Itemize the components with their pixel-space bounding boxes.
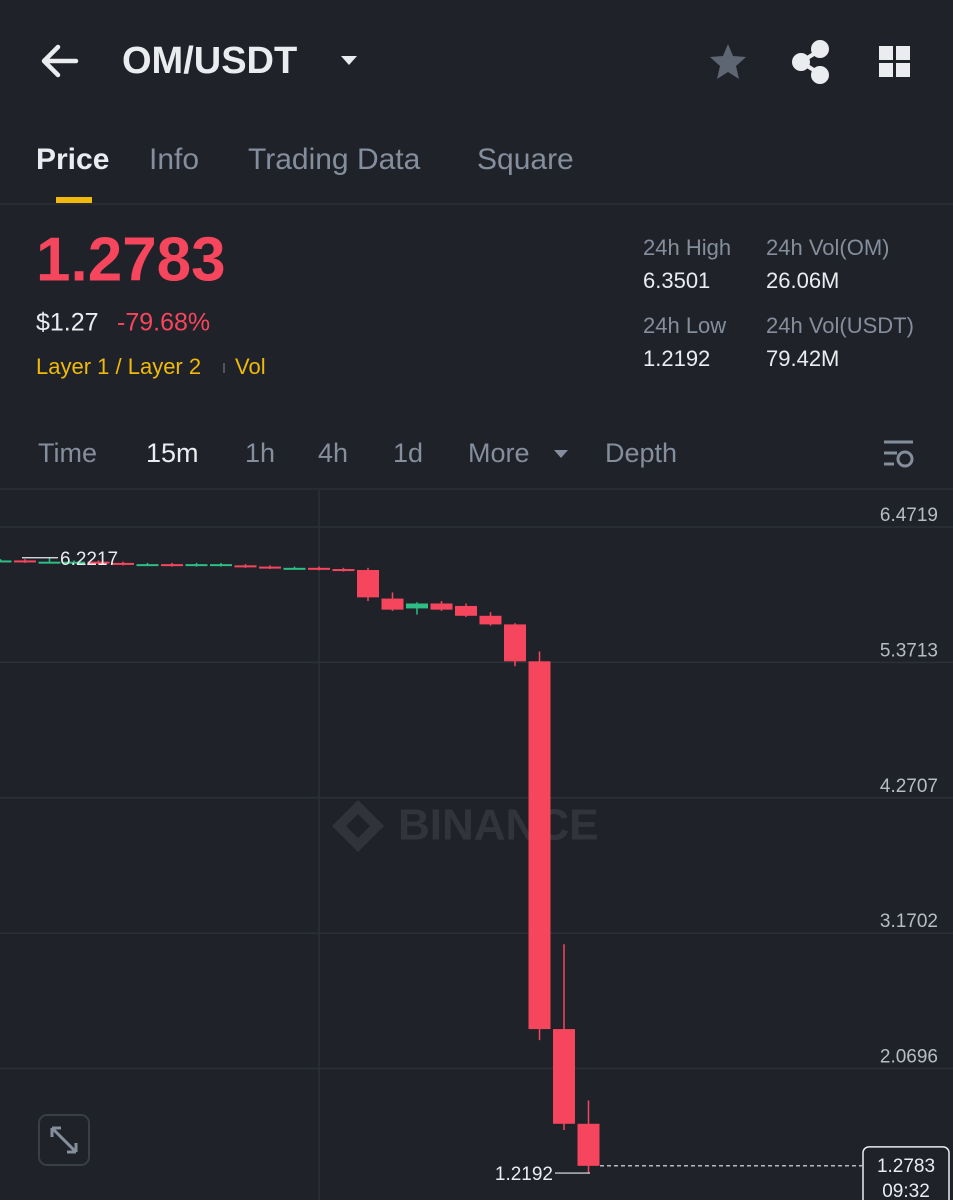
- more-dropdown[interactable]: [554, 450, 568, 458]
- fullscreen-button[interactable]: [38, 1114, 90, 1166]
- y-tick-label: 5.3713: [880, 640, 938, 661]
- tab[interactable]: Square: [477, 143, 574, 176]
- stat-value: 79.42M: [766, 346, 839, 371]
- watermark-logo: [332, 800, 384, 852]
- watermark: BINANCE: [332, 800, 598, 852]
- stat-label: 24h Vol(USDT): [766, 313, 914, 338]
- candle-body: [259, 566, 281, 569]
- watermark-text: BINANCE: [398, 801, 598, 850]
- candle-body: [430, 603, 453, 610]
- candle-body: [504, 624, 526, 662]
- y-tick-label: 3.1702: [880, 911, 938, 932]
- price-change: -79.68%: [117, 309, 210, 337]
- tab[interactable]: Info: [149, 143, 199, 176]
- candle-body: [14, 560, 36, 563]
- last-price: 1.2783: [36, 225, 226, 294]
- candle-body: [455, 605, 477, 616]
- candle-body: [528, 661, 551, 1030]
- candle-body: [357, 570, 379, 598]
- stat-label: 24h Vol(OM): [766, 235, 890, 260]
- candle-body: [332, 569, 355, 572]
- tab[interactable]: Trading Data: [248, 143, 421, 176]
- tab[interactable]: Price: [36, 143, 109, 176]
- favorite-icon[interactable]: [710, 44, 746, 79]
- candle-body: [406, 603, 428, 609]
- min-marker-label: 1.2192: [495, 1164, 553, 1185]
- max-marker-label: 6.2217: [60, 549, 118, 570]
- menu-grid-icon[interactable]: [879, 46, 910, 77]
- candle-body: [87, 561, 110, 564]
- active-tab-indicator: [56, 197, 92, 203]
- candle-body: [136, 564, 159, 567]
- candle-body: [0, 560, 12, 563]
- interval-option[interactable]: Depth: [605, 438, 677, 468]
- interval-option[interactable]: 4h: [318, 438, 348, 468]
- candle-body: [479, 615, 502, 625]
- candle-body: [308, 567, 330, 570]
- tag-vol[interactable]: Vol: [235, 354, 266, 379]
- current-price-box: [862, 1146, 950, 1200]
- interval-option[interactable]: More: [468, 438, 530, 468]
- candle-body: [161, 564, 183, 567]
- candle-body: [381, 598, 404, 610]
- tag-layer[interactable]: Layer 1 / Layer 2: [36, 354, 201, 379]
- candle-body: [577, 1123, 600, 1166]
- interval-option[interactable]: 15m: [146, 438, 199, 468]
- candle-body: [63, 561, 85, 564]
- candle-body: [234, 565, 257, 568]
- share-icon[interactable]: [792, 40, 829, 84]
- candle-body: [38, 561, 61, 564]
- interval-option[interactable]: 1d: [393, 438, 423, 468]
- candle-body: [553, 1029, 575, 1124]
- y-tick-label: 2.0696: [880, 1047, 938, 1068]
- usd-price: $1.27: [36, 309, 99, 337]
- interval-option[interactable]: Time: [38, 438, 97, 468]
- stat-value: 6.3501: [643, 268, 710, 293]
- stat-label: 24h High: [643, 235, 731, 260]
- candle-body: [210, 564, 232, 567]
- y-tick-label: 4.2707: [880, 776, 938, 797]
- candle-body: [185, 564, 208, 567]
- interval-option[interactable]: 1h: [245, 438, 275, 468]
- stat-value: 1.2192: [643, 346, 710, 371]
- current-price-label: 1.2783: [877, 1156, 935, 1177]
- candle-body: [283, 567, 306, 570]
- countdown-label: 09:32: [882, 1181, 930, 1200]
- candle-body: [112, 562, 134, 565]
- stat-value: 26.06M: [766, 268, 839, 293]
- stat-label: 24h Low: [643, 313, 726, 338]
- y-tick-label: 6.4719: [880, 505, 938, 526]
- pair-title[interactable]: OM/USDT: [122, 40, 297, 82]
- pair-dropdown[interactable]: [341, 56, 357, 65]
- chart-settings-icon[interactable]: [884, 440, 914, 468]
- back-button[interactable]: [41, 44, 79, 78]
